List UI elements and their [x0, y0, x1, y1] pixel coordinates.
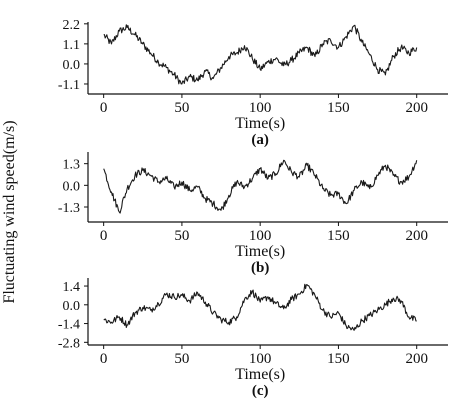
x-tick-label: 0: [100, 228, 108, 244]
y-tick-label: 2.2: [63, 18, 81, 33]
chart-panel-b: 0 50 100 150 200 -1.3 0.0 1.3 Time(s)(b): [58, 152, 448, 276]
chart-panel-c: 0 50 100 150 200 -2.8 -1.4 0.0 1.4 Time(s)(c): [58, 278, 448, 399]
series-line-a: [103, 24, 418, 85]
y-tick-label: 1.3: [63, 158, 81, 173]
x-axis-label: Time(s): [235, 243, 285, 260]
x-tick-label: 100: [249, 228, 272, 244]
panel-label-b: (b): [251, 260, 269, 276]
x-tick-label: 100: [249, 351, 272, 367]
y-tick-label: -1.3: [58, 201, 80, 216]
panel-label-c: (c): [252, 383, 269, 399]
y-tick-label: 0.0: [63, 299, 81, 314]
x-tick-label: 200: [405, 100, 428, 116]
y-axis-label: Fluctuating wind speed(m/s): [1, 120, 18, 303]
y-tick-label: 1.1: [63, 38, 81, 53]
x-tick-label: 0: [100, 351, 108, 367]
y-tick-label: -1.4: [58, 318, 80, 333]
x-tick-label: 150: [327, 351, 350, 367]
x-tick-label: 200: [405, 351, 428, 367]
panel-label-a: (a): [251, 132, 269, 148]
series-line-c: [103, 283, 417, 331]
x-tick-label: 150: [327, 100, 350, 116]
y-tick-label: -1.1: [58, 78, 80, 93]
x-tick-label: 150: [327, 228, 350, 244]
x-tick-label: 100: [249, 100, 272, 116]
chart-panel-a: 0 50 100 150 200 -1.1 0.0 1.1 2.2 Time(s)(a): [58, 18, 448, 148]
y-tick-label: 0.0: [63, 58, 81, 73]
y-tick-label: -2.8: [58, 336, 80, 351]
x-tick-label: 50: [174, 228, 189, 244]
x-tick-label: 50: [174, 351, 189, 367]
y-tick-label: 1.4: [63, 280, 81, 295]
x-tick-label: 50: [174, 100, 189, 116]
series-line-b: [103, 159, 418, 214]
x-tick-label: 0: [100, 100, 108, 116]
y-tick-label: 0.0: [63, 179, 81, 194]
x-tick-label: 200: [405, 228, 428, 244]
x-axis-label: Time(s): [235, 366, 285, 383]
x-axis-label: Time(s): [235, 115, 285, 132]
